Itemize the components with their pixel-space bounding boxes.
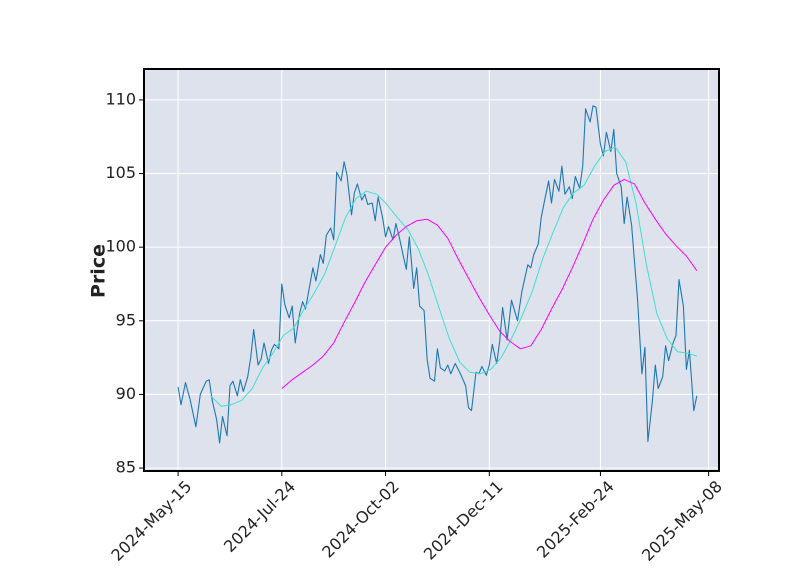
x-axis: 2024-May-15 2024-Jul-24 2024-Oct-02 2024-De… (107, 471, 726, 565)
series-line-3 (281, 178, 698, 389)
plot-area (144, 69, 719, 471)
series-line-1 (177, 105, 698, 444)
x-tick-label: 2024-Dec-11 (420, 477, 507, 564)
x-tick-label: 2024-Oct-02 (318, 477, 403, 562)
y-tick-label: 85 (116, 458, 136, 477)
plot-frame (143, 68, 720, 472)
y-axis: 85 90 95 100 105 110 (105, 89, 144, 477)
y-tick-label: 95 (116, 310, 136, 329)
x-tick-label: 2024-Jul-24 (220, 477, 299, 556)
x-tick-label: 2025-May-08 (638, 477, 726, 565)
x-tick-label: 2024-May-15 (107, 477, 195, 565)
y-tick-label: 110 (105, 89, 136, 108)
series-layer (177, 105, 698, 444)
grid (144, 69, 719, 471)
y-tick-label: 90 (116, 384, 136, 403)
y-tick-label: 105 (105, 163, 136, 182)
series-line-2 (210, 146, 697, 407)
y-axis-label: Price (88, 244, 110, 298)
x-tick-label: 2025-Feb-24 (533, 477, 618, 562)
y-tick-label: 100 (105, 237, 136, 256)
